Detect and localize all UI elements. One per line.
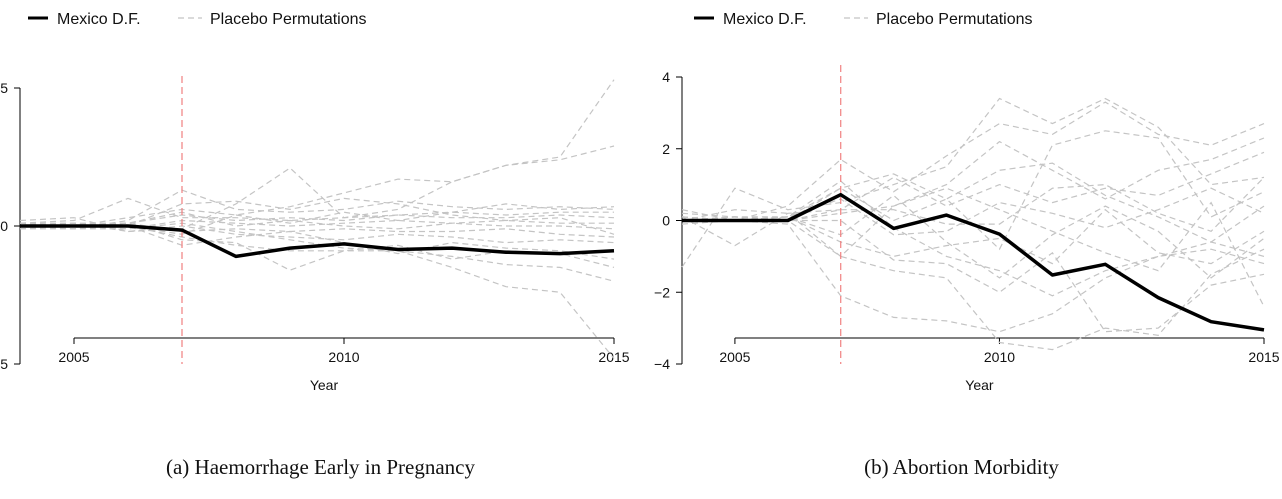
y-tick-label: −5 [0, 356, 8, 372]
treated-line [20, 224, 615, 259]
x-tick-label: 2005 [719, 349, 750, 365]
placebo-line-11 [20, 225, 615, 359]
x-tick-label: 2010 [328, 349, 359, 365]
placebo-line-1 [19, 79, 615, 233]
treated-line [682, 192, 1265, 332]
caption-b: (b) Abortion Morbidity [864, 455, 1059, 479]
legend-placebo-label: Placebo Permutations [210, 11, 367, 28]
placebo-line-11 [681, 194, 1265, 279]
chart-panel-b: Mexico D.F. Placebo Permutations −4 −2 0 2 4 20… [654, 11, 1280, 393]
placebo-line-9 [681, 216, 1265, 333]
x-axis-label: Year [310, 377, 339, 393]
legend-a: Mexico D.F. Placebo Permutations [28, 11, 367, 28]
placebo-series [19, 79, 615, 359]
y-tick-label: 5 [0, 80, 8, 96]
y-tick-label: 0 [0, 218, 8, 234]
placebo-line-13 [682, 208, 1265, 265]
placebo-line-4 [681, 130, 1265, 251]
y-tick-label: 4 [662, 69, 670, 85]
placebo-line-5 [681, 151, 1265, 247]
y-tick-label: 2 [662, 141, 670, 157]
x-tick-label: 2015 [598, 349, 629, 365]
legend-b: Mexico D.F. Placebo Permutations [694, 11, 1033, 28]
legend-placebo-label: Placebo Permutations [876, 11, 1033, 28]
x-tick-label: 2015 [1248, 349, 1279, 365]
placebo-line-10 [681, 180, 1265, 297]
chart-panel-a: Mexico D.F. Placebo Permutations −5 0 5 2005 2… [0, 11, 630, 393]
legend-treated-label: Mexico D.F. [57, 11, 141, 28]
placebo-line-14 [19, 211, 615, 230]
placebo-line-14 [681, 187, 1265, 307]
placebo-line-2 [681, 101, 1265, 222]
x-tick-label: 2005 [58, 349, 89, 365]
x-tick-label: 2010 [984, 349, 1015, 365]
placebo-line-12 [20, 197, 615, 235]
x-axis-label: Year [965, 377, 994, 393]
placebo-line-15 [19, 211, 614, 235]
y-tick-label: −2 [654, 284, 670, 300]
placebo-line-6 [681, 187, 1265, 236]
placebo-line-8 [682, 219, 1265, 351]
legend-treated-label: Mexico D.F. [723, 11, 807, 28]
placebo-line-3 [681, 137, 1265, 258]
y-tick-label: 0 [662, 213, 670, 229]
placebo-line-2 [19, 145, 615, 227]
placebo-line-13 [20, 225, 615, 260]
placebo-line-3 [19, 197, 615, 224]
placebo-line-15 [681, 162, 1265, 243]
caption-a: (a) Haemorrhage Early in Pregnancy [165, 455, 476, 479]
placebo-line-7 [682, 219, 1265, 333]
y-tick-label: −4 [654, 356, 670, 372]
